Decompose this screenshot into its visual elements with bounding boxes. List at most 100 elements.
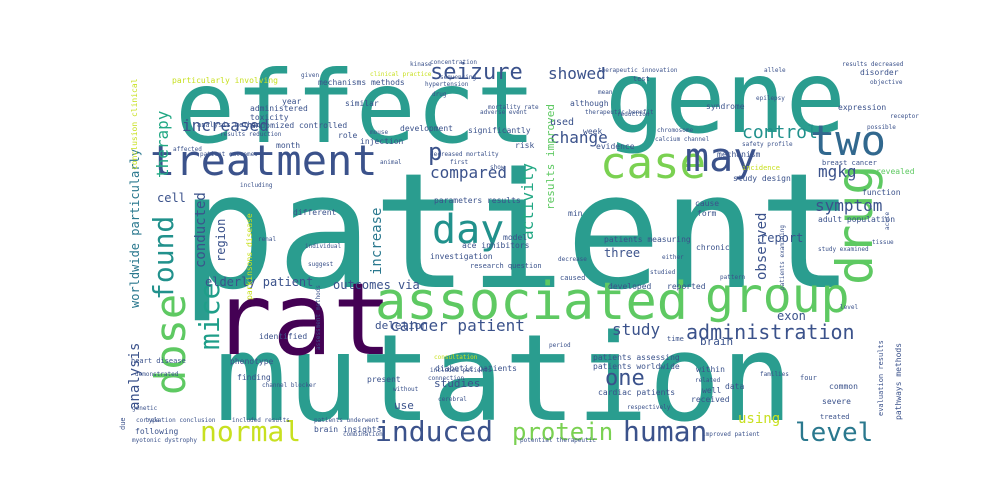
cloud-word: reduction	[617, 111, 650, 118]
cloud-word: within	[696, 365, 725, 374]
cloud-word: calcium channel	[655, 136, 710, 143]
cloud-word: week	[583, 127, 603, 136]
cloud-word: study examined	[818, 246, 869, 253]
cloud-word: conclusion clinical	[130, 78, 139, 170]
cloud-word: deletion	[375, 319, 428, 332]
cloud-word: period	[549, 342, 571, 349]
cloud-word: cell	[157, 191, 186, 205]
cloud-word: identified	[259, 332, 308, 341]
cloud-word: mechanism	[717, 150, 761, 159]
cloud-word: study	[612, 320, 661, 339]
cloud-word: mechanisms methods	[318, 78, 405, 87]
cloud-word: therapy	[153, 110, 172, 178]
cloud-word: administered	[250, 104, 308, 113]
cloud-word: ace inhibitors	[462, 241, 530, 250]
cloud-word: given	[301, 72, 320, 79]
cloud-word: objective	[870, 79, 903, 86]
cloud-word: breast cancer	[822, 159, 877, 167]
cloud-word: case	[600, 138, 706, 189]
cloud-word: mutation	[215, 310, 793, 449]
cloud-word: well	[702, 386, 722, 395]
cloud-word: patients assessing	[593, 353, 680, 362]
cloud-word: channel blocker	[262, 382, 317, 389]
cloud-word: decrease	[558, 256, 587, 263]
cloud-word: adult population	[818, 215, 896, 224]
cloud-word: particularly involving	[172, 76, 278, 85]
cloud-word: cause	[695, 199, 720, 208]
cloud-word: animal	[380, 159, 402, 166]
cloud-word: therapeutic innovation	[598, 67, 678, 74]
cloud-word: elderly patient	[205, 275, 314, 289]
cloud-word: used	[550, 117, 575, 128]
cloud-word: acute	[884, 211, 891, 230]
cloud-word: allele	[764, 67, 786, 74]
cloud-word: group	[705, 268, 850, 324]
cloud-word: adverse event	[480, 109, 527, 116]
cloud-word: although	[570, 99, 609, 108]
cloud-word: decreased mortality	[430, 151, 499, 158]
cloud-word: received	[691, 395, 730, 404]
cloud-word: observed	[754, 212, 770, 280]
cloud-word: induced	[375, 415, 494, 448]
cloud-word: development	[400, 124, 453, 133]
cloud-word: level	[795, 418, 874, 448]
cloud-word: symptom	[815, 196, 883, 215]
cloud-word: disorder	[860, 68, 899, 77]
cloud-word: results reduction	[220, 131, 282, 138]
cloud-word: month	[276, 141, 301, 150]
cloud-word: without	[393, 386, 419, 393]
cloud-word: two	[810, 116, 886, 165]
cloud-word: evaluation results	[877, 340, 885, 416]
cloud-word: patients measuring	[604, 235, 691, 244]
cloud-word: due	[119, 417, 127, 430]
cloud-word: correlation conclusion	[136, 417, 216, 424]
cloud-word: following	[135, 427, 179, 436]
cloud-word: change	[550, 128, 608, 147]
cloud-word: related	[695, 377, 721, 384]
cloud-word: mortality rate	[488, 104, 539, 111]
cloud-word: parkinsons disease	[245, 213, 254, 300]
cloud-word: patient	[180, 138, 855, 325]
cloud-word: model	[503, 233, 528, 242]
cloud-word: tissue	[872, 239, 894, 246]
cloud-word: results decreased	[842, 61, 904, 68]
cloud-word: developed	[608, 282, 652, 291]
cloud-word: day	[432, 207, 505, 253]
cloud-word: sequencing	[440, 74, 477, 81]
cloud-word: patient outcomes	[200, 151, 258, 158]
cloud-word: patients examining	[779, 224, 786, 290]
cloud-word: brain	[700, 335, 734, 348]
cloud-word: epilepsy	[756, 95, 785, 102]
cloud-word: revealed	[876, 167, 915, 176]
cloud-word: control	[742, 122, 818, 143]
cloud-word: either	[662, 254, 684, 261]
cloud-word: studies	[434, 377, 481, 390]
cloud-word: similar	[345, 99, 379, 108]
cloud-word: human	[623, 415, 708, 448]
cloud-word: reported	[667, 282, 706, 291]
cloud-word: data	[725, 382, 745, 391]
cloud-word: demonstrated	[135, 371, 179, 378]
cloud-word: research question	[470, 262, 542, 270]
cloud-word: renal	[258, 236, 277, 243]
cloud-word: analysis method	[197, 121, 261, 129]
cloud-word: found	[147, 215, 180, 300]
cloud-word: kinase	[410, 61, 432, 68]
cloud-word: cerebral	[438, 396, 467, 403]
cloud-word: test	[633, 75, 650, 83]
cloud-word: severe	[822, 397, 851, 406]
cloud-word: rat	[212, 261, 393, 378]
cloud-word: level	[840, 304, 859, 311]
cloud-word: exon	[777, 309, 806, 323]
cloud-word: included patients	[430, 367, 492, 374]
cloud-word: safety profile	[742, 141, 793, 148]
cloud-word: treated	[820, 413, 850, 421]
cloud-word: individual	[305, 243, 342, 250]
cloud-word: different	[293, 208, 337, 217]
cloud-word: study design	[733, 174, 791, 183]
cloud-word: potential therapeutic	[520, 437, 596, 444]
cloud-word: pattern	[720, 274, 746, 281]
cloud-word: possible	[867, 124, 896, 131]
cloud-word: increase	[369, 207, 385, 275]
cloud-word: outcomes via	[333, 278, 420, 292]
